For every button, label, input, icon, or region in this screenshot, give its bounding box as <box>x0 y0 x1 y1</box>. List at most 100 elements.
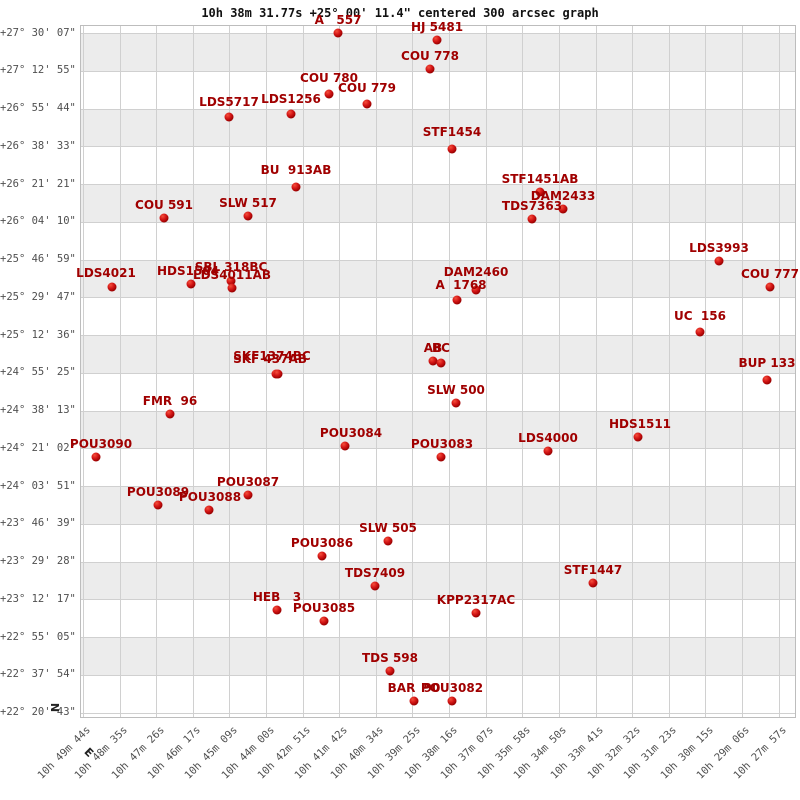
h-gridline <box>80 259 796 261</box>
star-label: POU3085 <box>292 601 356 615</box>
v-gridline <box>266 25 268 718</box>
star-dot <box>471 285 481 295</box>
v-gridline <box>119 25 121 718</box>
star-label: AB <box>423 341 443 355</box>
star-label: SBL 318BC <box>194 260 268 274</box>
h-gridline <box>80 184 796 186</box>
h-gridline <box>80 410 796 412</box>
v-gridline <box>668 25 670 718</box>
star-label: BC <box>432 341 450 355</box>
h-gridline <box>80 372 796 374</box>
star-dot <box>243 490 253 500</box>
v-gridline <box>229 25 231 718</box>
h-gridline <box>80 146 796 148</box>
star-dot <box>765 282 775 292</box>
compass-north-indicator: N <box>48 702 62 713</box>
y-tick-label: +25° 46' 59" <box>0 253 76 266</box>
y-tick-label: +22° 37' 54" <box>0 668 76 681</box>
y-tick-label: +27° 12' 55" <box>0 64 76 77</box>
h-gridline <box>80 335 796 337</box>
star-dot <box>204 505 214 515</box>
star-dot <box>333 28 343 38</box>
h-gridline <box>80 523 796 525</box>
star-dot <box>243 211 253 221</box>
star-dot <box>159 213 169 223</box>
v-gridline <box>339 25 341 718</box>
y-tick-label: +25° 29' 47" <box>0 290 76 303</box>
star-label: COU 780 <box>300 71 358 85</box>
v-gridline <box>449 25 451 718</box>
star-dot <box>762 375 772 385</box>
v-gridline <box>412 25 414 718</box>
star-label: HDS1504 <box>156 264 220 278</box>
star-label: DAM2460 <box>443 265 509 279</box>
v-gridline <box>375 25 377 718</box>
h-gridline <box>80 599 796 601</box>
star-dot <box>714 256 724 266</box>
y-tick-label: +24° 55' 25" <box>0 366 76 379</box>
star-dot <box>428 356 438 366</box>
y-tick-label: +22° 55' 05" <box>0 630 76 643</box>
star-label: COU 591 <box>135 198 193 212</box>
star-dot <box>362 99 372 109</box>
h-gridline <box>80 108 796 110</box>
grid-band <box>80 410 796 449</box>
star-label: TDS7363 <box>501 199 563 213</box>
v-gridline <box>595 25 597 718</box>
chart-title: 10h 38m 31.77s +25° 00' 11.4" centered 3… <box>201 6 599 20</box>
star-dot <box>273 369 283 379</box>
star-dot <box>91 452 101 462</box>
v-gridline <box>485 25 487 718</box>
star-dot <box>319 616 329 626</box>
star-label: DAM2433 <box>530 189 596 203</box>
star-label: SLW 505 <box>359 521 417 535</box>
star-label: A 1768 <box>435 278 487 292</box>
star-label: BU 913AB <box>260 163 332 177</box>
h-gridline <box>80 674 796 676</box>
y-tick-label: +23° 46' 39" <box>0 517 76 530</box>
star-label: POU3082 <box>420 681 484 695</box>
star-dot <box>425 64 435 74</box>
star-label: STF1447 <box>563 563 623 577</box>
star-label: STF1451AB <box>501 172 579 186</box>
star-dot <box>436 358 446 368</box>
star-dot <box>432 35 442 45</box>
star-label: SLW 500 <box>427 383 485 397</box>
y-tick-label: +26° 38' 33" <box>0 139 76 152</box>
star-dot <box>165 409 175 419</box>
star-dot <box>226 276 236 286</box>
h-gridline <box>80 33 796 34</box>
v-gridline <box>558 25 560 718</box>
star-dot <box>224 112 234 122</box>
v-gridline <box>741 25 743 718</box>
star-dot <box>370 581 380 591</box>
star-label: FMR 96 <box>142 394 198 408</box>
star-dot <box>317 551 327 561</box>
star-dot <box>543 446 553 456</box>
v-gridline <box>83 25 84 718</box>
star-label: POU3090 <box>69 437 133 451</box>
star-label: SKF 437AB <box>233 352 307 366</box>
y-tick-label: +23° 12' 17" <box>0 592 76 605</box>
plot-border <box>80 25 796 718</box>
star-dot <box>153 500 163 510</box>
star-label: LDS4011AB <box>192 268 272 282</box>
star-label: COU 779 <box>338 81 396 95</box>
star-label: LDS4021 <box>76 266 136 280</box>
v-gridline <box>632 25 634 718</box>
h-gridline <box>80 448 796 450</box>
y-tick-label: +25° 12' 36" <box>0 328 76 341</box>
h-gridline <box>80 712 796 714</box>
star-dot <box>588 578 598 588</box>
y-tick-label: +23° 29' 28" <box>0 555 76 568</box>
star-dot <box>385 666 395 676</box>
star-label: BUP 133 <box>738 356 796 370</box>
star-label: TDS7409 <box>344 566 406 580</box>
y-tick-label: +26° 21' 21" <box>0 177 76 190</box>
grid-band <box>80 637 796 675</box>
star-dot <box>340 441 350 451</box>
star-label: UC 156 <box>674 309 726 323</box>
star-dot <box>383 536 393 546</box>
star-dot <box>186 279 196 289</box>
